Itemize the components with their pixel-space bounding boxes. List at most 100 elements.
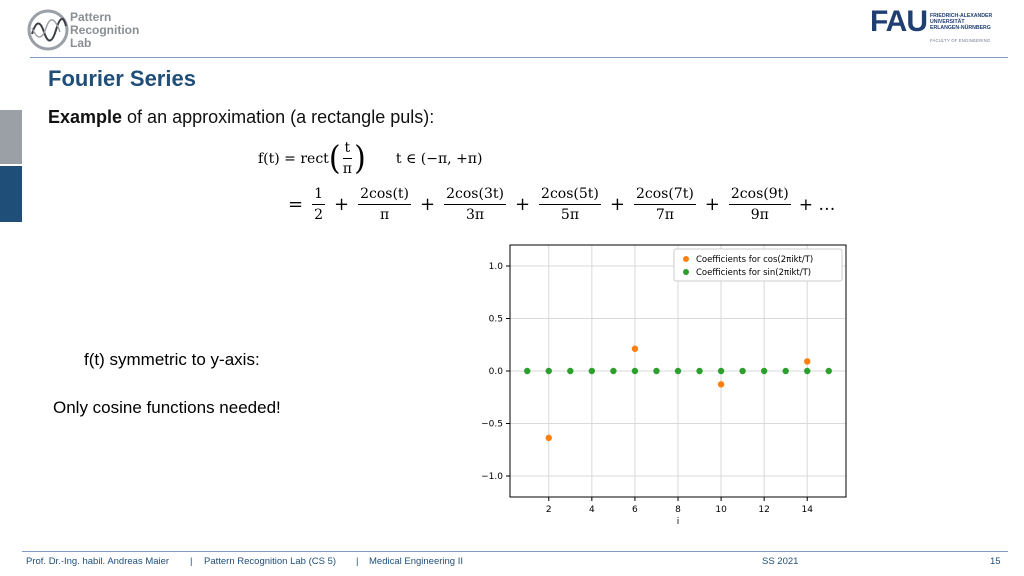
y-tick-label: 0.0 <box>489 367 504 377</box>
x-axis-label: i <box>677 517 680 527</box>
term-numerator: 2cos(7t) <box>633 186 696 205</box>
term-fraction: 2cos(t) π <box>358 186 412 223</box>
plus-sign: + <box>609 194 625 215</box>
fau-logo: FAU <box>870 5 928 38</box>
prl-emblem-icon <box>27 9 69 51</box>
footer-author: Prof. Dr.-Ing. habil. Andreas Maier <box>26 556 170 567</box>
formula-domain: t ∈ (−π, +π) <box>395 150 483 167</box>
cos-coefficient-point <box>631 345 639 352</box>
x-tick-label: 14 <box>802 505 814 515</box>
side-marker-grey <box>0 110 22 164</box>
sin-coefficient-point <box>610 367 617 375</box>
sin-coefficient-point <box>653 367 660 375</box>
logo-line: Pattern <box>70 10 112 24</box>
term-denominator: 7π <box>655 207 674 223</box>
sin-coefficient-point <box>760 367 768 375</box>
term-numerator: 2cos(5t) <box>539 186 601 205</box>
sin-coefficient-point <box>717 367 725 375</box>
sin-coefficient-point <box>567 367 574 375</box>
footer-separator: | <box>356 556 359 567</box>
y-tick-label: 1.0 <box>489 262 504 272</box>
logo-line: Recognition <box>70 23 140 37</box>
term-denominator: π <box>379 207 390 223</box>
paren-open: ( <box>328 138 341 178</box>
equals-sign: = <box>288 194 304 215</box>
sin-coefficient-point <box>825 367 832 375</box>
intro-rest: of an approximation (a rectangle puls): <box>122 107 435 127</box>
rect-denominator: π <box>342 161 352 177</box>
footer-term: SS 2021 <box>762 556 799 567</box>
footer-lab: Pattern Recognition Lab (CS 5) <box>204 556 337 567</box>
legend-marker <box>683 269 689 275</box>
footer-separator: | <box>190 556 193 567</box>
formula-lhs: f(t) = rect <box>258 150 329 167</box>
plus-sign: + <box>704 194 720 215</box>
fau-line: UNIVERSITÄT <box>930 19 965 25</box>
term-numerator: 1 <box>312 186 326 205</box>
sin-coefficient-point <box>545 367 552 375</box>
term-fraction: 2cos(5t) 5π <box>539 186 601 223</box>
x-tick-label: 2 <box>546 505 552 515</box>
sin-coefficient-point <box>524 367 531 375</box>
sin-coefficient-point <box>674 367 682 375</box>
fau-line: ERLANGEN-NÜRNBERG <box>930 25 991 31</box>
sin-coefficient-point <box>631 367 639 375</box>
rect-numerator: t <box>342 140 353 159</box>
formula-line-1: f(t) = rect ( t π ) t ∈ (−π, +π) <box>258 140 482 177</box>
slide-title: Fourier Series <box>48 66 196 91</box>
cosine-note: Only cosine functions needed! <box>53 398 281 417</box>
chart-svg: 2 4 6 8 10 12 14 −1.0 −0.5 0.0 0.5 1.0 i Coefficients… <box>481 244 847 527</box>
legend-marker <box>683 256 689 262</box>
y-tick-label: −0.5 <box>481 420 503 430</box>
symmetry-note: f(t) symmetric to y-axis: <box>84 350 260 369</box>
sin-coefficient-point <box>739 367 746 375</box>
side-marker-blue <box>0 166 22 222</box>
pattern-recognition-lab-logo <box>26 8 156 54</box>
sin-coefficient-point <box>588 367 596 375</box>
cos-coefficient-point <box>545 434 552 442</box>
term-fraction: 2cos(7t) 7π <box>633 186 696 223</box>
logo-text: Pattern Recognition Lab <box>70 11 139 50</box>
term-denominator: 5π <box>560 207 580 223</box>
term-fraction: 2cos(3t) 3π <box>444 186 506 223</box>
legend-label: Coefficients for sin(2πikt/T) <box>696 268 811 278</box>
x-tick-label: 12 <box>758 505 769 515</box>
plus-sign: + <box>420 194 436 215</box>
x-tick-label: 4 <box>589 505 595 515</box>
footer-page-number: 15 <box>990 556 1001 567</box>
rect-fraction: t π <box>342 140 353 177</box>
sin-coefficient-point <box>696 367 703 375</box>
term-fraction: 2cos(9t) 9π <box>728 186 791 223</box>
logo-line: Lab <box>70 36 92 50</box>
x-tick-label: 6 <box>632 505 638 515</box>
term-denominator: 9π <box>750 207 769 223</box>
legend-box <box>673 248 843 282</box>
sin-coefficient-point <box>782 367 789 375</box>
term-denominator: 2 <box>314 207 324 223</box>
cos-coefficient-point <box>717 381 725 388</box>
paren-close: ) <box>354 138 366 178</box>
plus-sign: + <box>514 194 531 215</box>
cos-coefficient-point <box>804 358 811 365</box>
plus-sign: + <box>334 194 350 215</box>
coefficient-chart: 2 4 6 8 10 12 14 −1.0 −0.5 0.0 0.5 1.0 i Coefficients… <box>468 240 858 535</box>
footer-divider <box>22 551 1008 552</box>
term-numerator: 2cos(9t) <box>728 186 791 205</box>
term-numerator: 2cos(3t) <box>444 186 506 205</box>
term-numerator: 2cos(t) <box>358 186 412 205</box>
fau-line: FRIEDRICH-ALEXANDER <box>930 13 993 19</box>
x-tick-label: 8 <box>675 505 681 515</box>
term-denominator: 3π <box>465 207 485 223</box>
header-divider <box>30 57 1008 58</box>
intro-bold: Example <box>48 107 123 127</box>
x-tick-label: 10 <box>715 505 727 515</box>
sin-coefficient-point <box>804 367 811 375</box>
fau-university-name: FRIEDRICH-ALEXANDER UNIVERSITÄT ERLANGEN… <box>930 13 992 31</box>
footer-course: Medical Engineering II <box>369 556 463 567</box>
y-tick-label: 0.5 <box>489 315 503 325</box>
legend-label: Coefficients for cos(2πikt/T) <box>696 255 813 265</box>
series-tail: + … <box>798 194 836 215</box>
fau-faculty: FACULTY OF ENGINEERING <box>930 38 991 43</box>
